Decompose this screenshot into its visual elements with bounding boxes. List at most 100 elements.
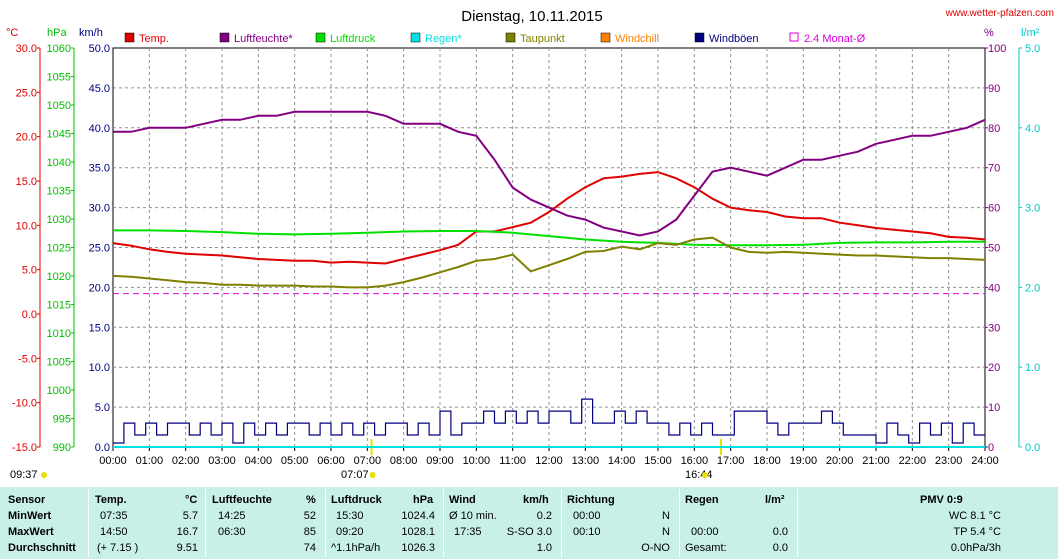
kmh-unit-label: km/h	[79, 27, 103, 39]
percent-unit-label: %	[984, 27, 994, 39]
hpa-tick-label: 1060	[47, 43, 71, 55]
legend-label: Regen*	[425, 33, 462, 45]
stats-header-sensor: Sensor	[8, 494, 46, 506]
time-tick-label: 00:00	[99, 455, 127, 467]
stats-rain-time: 00:00	[691, 526, 719, 538]
stats-temp-time: 14:50	[100, 526, 128, 538]
stats-header-pmv: PMV 0:9	[920, 494, 963, 506]
stats-header-rain: Regen	[685, 494, 719, 506]
celsius-tick-label: 20.0	[16, 132, 37, 144]
kmh-tick-label: 0.0	[95, 442, 110, 454]
stats-separator	[205, 489, 206, 557]
stats-hum-time: 14:25	[218, 510, 246, 522]
stats-press-value: 1024.4	[401, 510, 435, 522]
percent-tick-label: 40	[988, 282, 1000, 294]
legend-label: Windböen	[709, 33, 759, 45]
celsius-tick-label: -10.0	[12, 398, 37, 410]
time-tick-label: 17:00	[717, 455, 745, 467]
stats-header-humidity-unit: %	[306, 494, 316, 506]
time-tick-label: 22:00	[899, 455, 927, 467]
legend-swatch	[694, 32, 705, 43]
percent-tick-label: 10	[988, 402, 1000, 414]
percent-tick-label: 0	[988, 442, 994, 454]
series-line-5	[113, 398, 985, 444]
stats-dir-value: O-NO	[641, 542, 670, 554]
stats-header-pressure-unit: hPa	[413, 494, 434, 506]
rain-tick-label: 2.0	[1025, 282, 1040, 294]
celsius-tick-label: 5.0	[22, 265, 37, 277]
stats-separator	[325, 489, 326, 557]
hpa-tick-label: 1030	[47, 214, 71, 226]
rain-tick-label: 1.0	[1025, 362, 1040, 374]
stats-wind-time: 17:35	[454, 526, 482, 538]
stats-wind-direction-speed: S-SO 3.0	[506, 526, 552, 538]
legend-label: Taupunkt	[520, 33, 565, 45]
stats-press-value: 1028.1	[401, 526, 435, 538]
hpa-tick-label: 1025	[47, 243, 71, 255]
celsius-tick-label: -5.0	[18, 353, 37, 365]
sunset-time: 16:44	[685, 469, 713, 481]
legend-label: Luftdruck	[330, 33, 376, 45]
stats-header-pressure: Luftdruck	[331, 494, 382, 506]
stats-header-humidity: Luftfeuchte	[212, 494, 272, 506]
series-line-1	[113, 110, 986, 237]
legend-label: Windchill	[615, 33, 659, 45]
chart-axes: 30.0 25.0 20.0 15.0 10.0 5.0 0.0 -5.0 -10.0 -15.0…	[10, 43, 1040, 481]
time-tick-label: 08:00	[390, 455, 418, 467]
hpa-tick-label: 1040	[47, 157, 71, 169]
time-tick-label: 01:00	[136, 455, 164, 467]
stats-hum-value: 85	[303, 526, 316, 538]
hpa-tick-label: 1035	[47, 186, 71, 198]
stats-dir-time: 00:00	[573, 510, 601, 522]
kmh-tick-label: 5.0	[95, 402, 110, 414]
stats-table: Sensor Temp. °C Luftfeuchte % Luftdruck …	[0, 487, 1058, 559]
legend-swatch	[600, 32, 611, 43]
hpa-tick-label: 1015	[47, 300, 71, 312]
stats-rain-value: 0.0	[772, 526, 788, 538]
percent-tick-label: 50	[988, 243, 1000, 255]
celsius-tick-label: 25.0	[16, 87, 37, 99]
legend-label: Temp.	[139, 33, 169, 45]
celsius-tick-label: -15.0	[12, 442, 37, 454]
kmh-tick-label: 35.0	[89, 163, 110, 175]
percent-tick-label: 20	[988, 362, 1000, 374]
chart-series	[112, 110, 986, 448]
current-time-icon	[41, 472, 47, 478]
time-tick-label: 18:00	[753, 455, 781, 467]
site-url[interactable]: www.wetter-pfalzen.com	[945, 8, 1054, 19]
stats-hum-value: 52	[303, 510, 316, 522]
series-line-4	[112, 236, 986, 289]
chart-title: Dienstag, 10.11.2015	[461, 8, 603, 25]
time-tick-label: 21:00	[862, 455, 890, 467]
stats-hum-value: 74	[303, 542, 316, 554]
legend-label: Luftfeuchte*	[234, 33, 293, 45]
stats-pmv-value: TP 5.4 °C	[953, 526, 1001, 538]
current-time-label: 09:37	[10, 469, 38, 481]
legend-swatch	[219, 32, 230, 43]
kmh-tick-label: 30.0	[89, 203, 110, 215]
stats-wind-value: 0.2	[536, 510, 552, 522]
time-tick-label: 16:00	[681, 455, 709, 467]
stats-header-wind: Wind	[449, 494, 476, 506]
kmh-tick-label: 40.0	[89, 123, 110, 135]
hpa-tick-label: 1020	[47, 271, 71, 283]
percent-tick-label: 90	[988, 83, 1000, 95]
kmh-tick-label: 45.0	[89, 83, 110, 95]
stats-rain-total-label: Gesamt:	[685, 542, 727, 554]
percent-tick-label: 70	[988, 163, 1000, 175]
time-tick-label: 07:00	[354, 455, 382, 467]
stats-header-temp-unit: °C	[185, 494, 198, 506]
stats-hum-time: 06:30	[218, 526, 246, 538]
time-tick-label: 02:00	[172, 455, 200, 467]
time-tick-label: 13:00	[572, 455, 600, 467]
stats-header-wind-unit: km/h	[523, 494, 549, 506]
stats-row-label: Durchschnitt	[8, 542, 76, 554]
stats-temp-value: 16.7	[176, 526, 198, 538]
stats-separator	[88, 489, 89, 557]
stats-press-value: 1026.3	[401, 542, 435, 554]
rain-tick-label: 0.0	[1025, 442, 1040, 454]
stats-dir-value: N	[662, 510, 670, 522]
sunrise-time: 07:07	[341, 469, 369, 481]
series-line-2	[113, 229, 985, 247]
stats-press-time: 09:20	[336, 526, 364, 538]
